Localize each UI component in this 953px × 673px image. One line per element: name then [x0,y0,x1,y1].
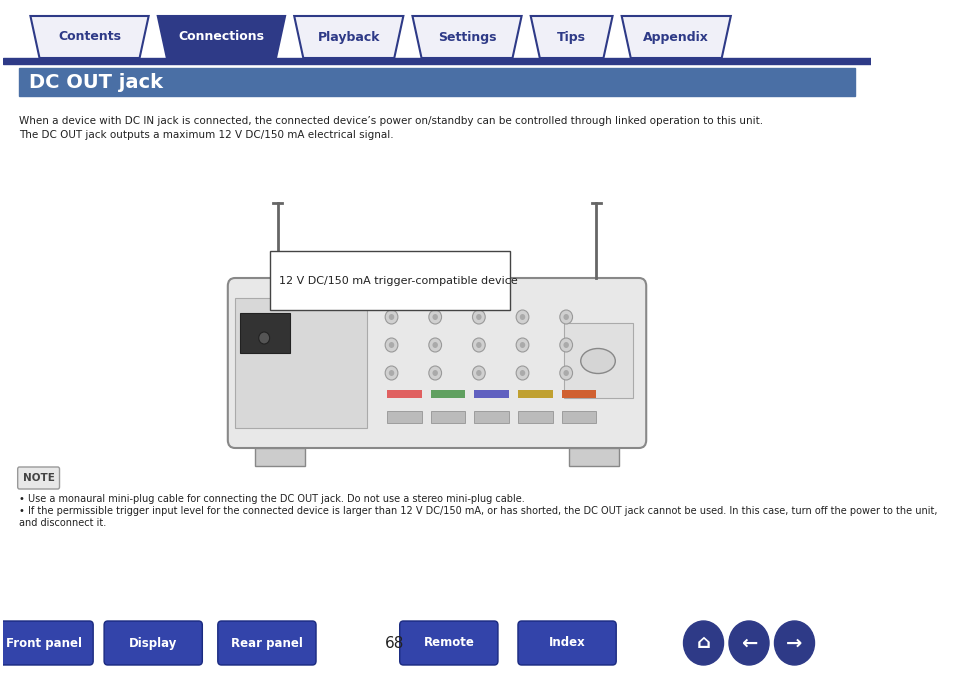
Circle shape [559,366,572,380]
Text: NOTE: NOTE [23,473,54,483]
Bar [474,390,508,398]
Bar [430,390,465,398]
Polygon shape [530,16,612,58]
Circle shape [385,366,397,380]
Bar [561,411,596,423]
Circle shape [476,370,481,376]
FancyBboxPatch shape [517,621,616,665]
Circle shape [389,342,394,348]
Circle shape [472,310,485,324]
Text: DC OUT jack: DC OUT jack [29,73,162,92]
FancyBboxPatch shape [18,467,59,489]
Circle shape [559,338,572,352]
FancyBboxPatch shape [217,621,315,665]
Circle shape [472,338,485,352]
Circle shape [472,366,485,380]
Polygon shape [157,16,285,58]
Bar [564,323,632,398]
Text: Display: Display [129,637,177,649]
Circle shape [516,310,528,324]
Bar [517,411,552,423]
Circle shape [258,332,270,344]
Bar [517,390,552,398]
Text: Playback: Playback [317,30,379,44]
Circle shape [429,366,441,380]
Circle shape [519,370,525,376]
Ellipse shape [580,349,615,374]
Circle shape [563,342,568,348]
Text: 12 V DC/150 mA trigger-compatible device: 12 V DC/150 mA trigger-compatible device [278,275,517,285]
Bar [387,411,421,423]
Polygon shape [30,16,149,58]
Text: Front panel: Front panel [6,637,82,649]
FancyBboxPatch shape [104,621,202,665]
FancyBboxPatch shape [0,621,93,665]
Circle shape [385,310,397,324]
Circle shape [559,310,572,324]
Circle shape [516,338,528,352]
Bar [239,313,290,353]
Circle shape [563,314,568,320]
Polygon shape [621,16,730,58]
Text: • Use a monaural mini-plug cable for connecting the DC OUT jack. Do not use a st: • Use a monaural mini-plug cable for con… [19,494,525,504]
FancyBboxPatch shape [228,278,645,448]
Circle shape [682,621,722,665]
Polygon shape [412,16,521,58]
Bar [474,411,508,423]
Bar [19,68,854,96]
Circle shape [432,370,437,376]
Bar [3,58,870,64]
Circle shape [389,314,394,320]
Circle shape [385,338,397,352]
FancyBboxPatch shape [270,251,509,310]
Text: ⌂: ⌂ [696,633,710,653]
Circle shape [432,314,437,320]
Text: When a device with DC IN jack is connected, the connected device’s power on/stan: When a device with DC IN jack is connect… [19,116,762,126]
Text: Contents: Contents [58,30,121,44]
Text: Rear panel: Rear panel [231,637,302,649]
Text: 68: 68 [384,635,403,651]
Circle shape [429,310,441,324]
Circle shape [432,342,437,348]
Circle shape [728,621,768,665]
Circle shape [429,338,441,352]
Text: Remote: Remote [423,637,474,649]
Circle shape [563,370,568,376]
Circle shape [516,366,528,380]
Circle shape [476,342,481,348]
Text: Settings: Settings [437,30,496,44]
Bar [387,390,421,398]
Bar [254,448,305,466]
Bar [561,390,596,398]
Bar [568,448,618,466]
Text: →: → [785,633,801,653]
Circle shape [774,621,814,665]
Bar [430,411,465,423]
Bar [234,298,367,428]
Text: Connections: Connections [178,30,264,44]
Circle shape [389,370,394,376]
Text: • If the permissible trigger input level for the connected device is larger than: • If the permissible trigger input level… [19,506,937,528]
Text: The DC OUT jack outputs a maximum 12 V DC/150 mA electrical signal.: The DC OUT jack outputs a maximum 12 V D… [19,130,394,140]
Text: Tips: Tips [557,30,585,44]
Circle shape [519,314,525,320]
Text: ←: ← [740,633,757,653]
Circle shape [519,342,525,348]
Text: Appendix: Appendix [642,30,708,44]
FancyBboxPatch shape [399,621,497,665]
Polygon shape [294,16,403,58]
Text: Index: Index [548,637,585,649]
Circle shape [476,314,481,320]
